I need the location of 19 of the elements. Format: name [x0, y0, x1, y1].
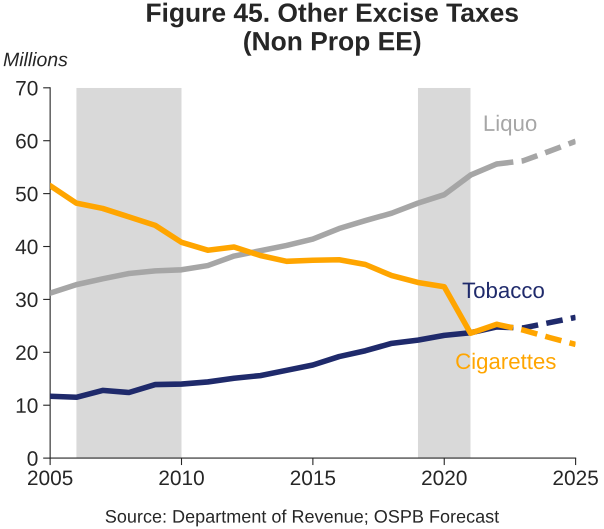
y-tick-label: 60 — [16, 134, 38, 148]
y-tick-label: 20 — [16, 345, 38, 360]
y-tick-label: 70 — [16, 80, 38, 96]
x-tick-label: 2020 — [422, 470, 467, 486]
series-label: Cigarettes — [456, 352, 556, 374]
y-tick-label: 50 — [16, 186, 38, 202]
source-note: Source: Department of Revenue; OSPB Forecast — [106, 510, 500, 526]
y-tick-label: 30 — [16, 292, 38, 308]
y-tick-label: 10 — [16, 398, 38, 413]
y-tick-label: 0 — [28, 451, 38, 466]
series-label: Tobacco — [462, 282, 544, 298]
x-tick-label: 2025 — [553, 470, 598, 486]
x-tick-label: 2015 — [290, 470, 336, 486]
series-label: Liquo — [484, 114, 536, 136]
chart-title: Figure 45. Other Excise Taxes (Non Prop EE) — [147, 2, 518, 56]
x-tick-label: 2010 — [159, 470, 204, 486]
y-tick-label: 40 — [16, 240, 38, 254]
y-axis-title: Millions — [4, 52, 68, 66]
x-tick-label: 2005 — [28, 470, 72, 486]
